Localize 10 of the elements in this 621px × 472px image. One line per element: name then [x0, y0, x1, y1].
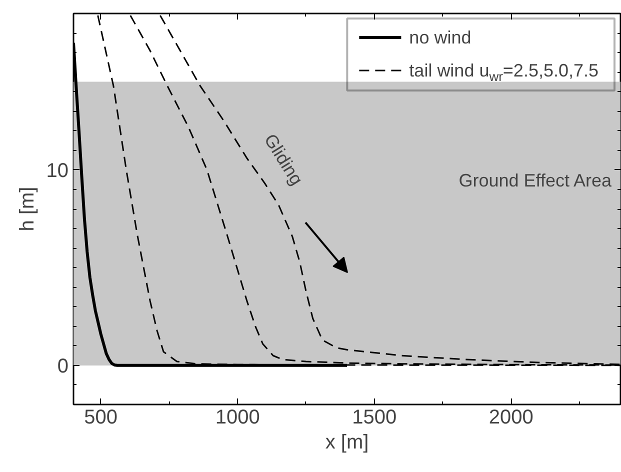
y-tick-label: 10: [46, 160, 69, 182]
legend-label: no wind: [409, 28, 472, 48]
x-tick-label: 1000: [215, 406, 260, 428]
x-axis-title: x [m]: [325, 432, 369, 454]
x-tick-label: 1500: [352, 406, 397, 428]
x-tick-label: 2000: [488, 406, 534, 428]
y-axis-title: h [m]: [16, 186, 38, 232]
y-tick-label: 0: [57, 355, 68, 378]
band-label: Ground Effect Area: [458, 170, 612, 190]
x-tick-label: 500: [84, 406, 118, 428]
